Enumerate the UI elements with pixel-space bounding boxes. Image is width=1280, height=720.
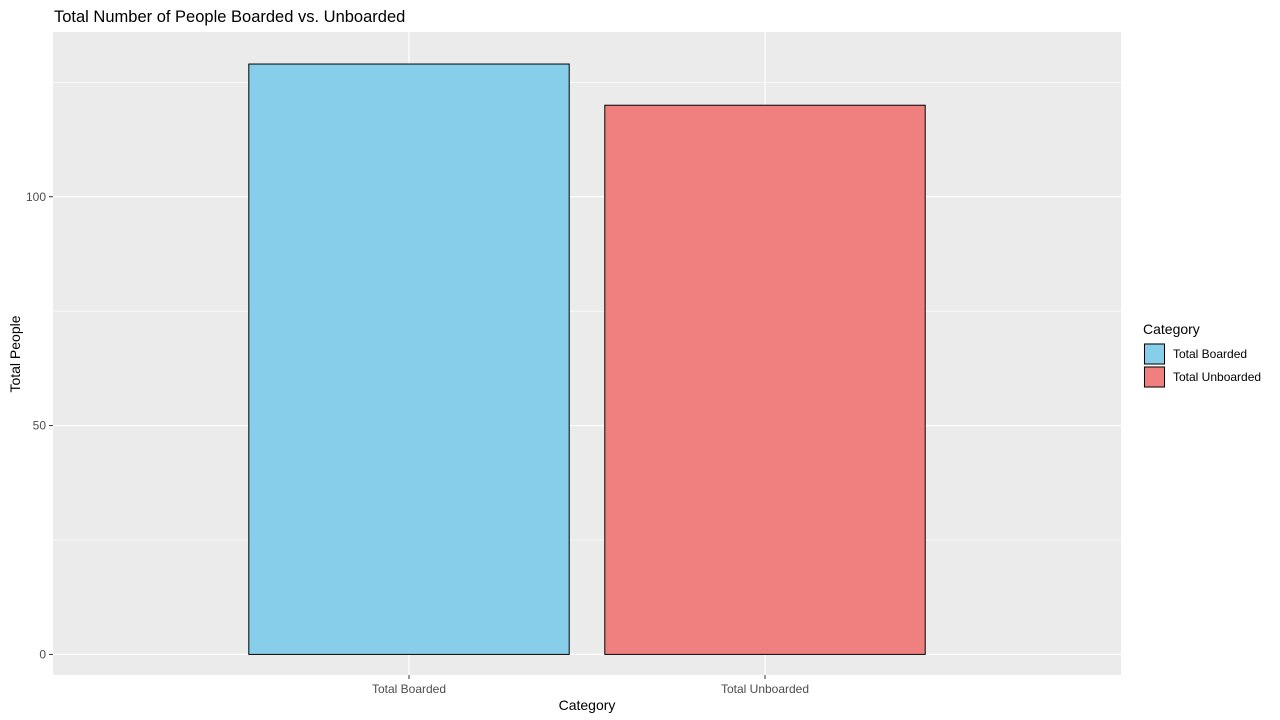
legend-swatch [1144,343,1165,365]
bar-total-unboarded [604,104,926,655]
y-tick-label: 0 [39,647,46,661]
legend: Category Total Boarded Total Unboarded [1143,321,1261,388]
legend-label: Total Boarded [1173,347,1247,361]
legend-swatch [1144,366,1165,388]
y-axis: 0 50 100 [26,190,53,661]
plot-panel [53,32,1121,675]
bars [248,63,926,655]
x-axis-title: Category [559,697,616,713]
bar-total-boarded [248,63,570,655]
x-tick-label: Total Unboarded [721,682,809,696]
legend-title: Category [1143,321,1200,337]
legend-label: Total Unboarded [1173,370,1261,384]
x-axis: Total Boarded Total Unboarded [372,675,809,696]
chart-title: Total Number of People Boarded vs. Unboa… [54,8,405,26]
x-tick-label: Total Boarded [372,682,446,696]
minor-gridlines [53,82,1121,541]
y-axis-title: Total People [7,315,23,392]
y-tick-label: 100 [26,190,46,204]
legend-items: Total Boarded Total Unboarded [1143,343,1261,388]
y-tick-label: 50 [33,419,47,433]
